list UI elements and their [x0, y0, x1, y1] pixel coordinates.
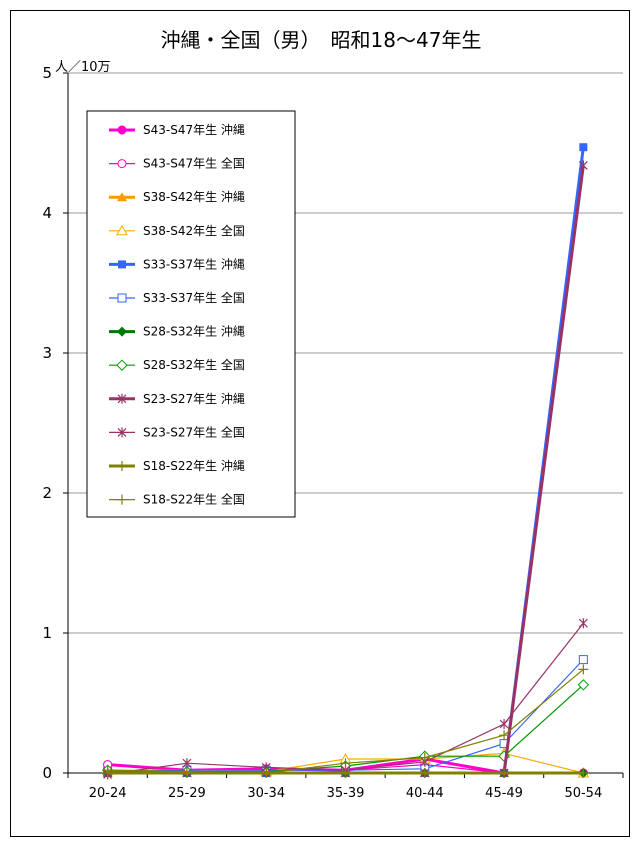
series-layer [101, 143, 590, 780]
legend-label: S23-S27年生 全国 [143, 424, 245, 439]
legend-marker [117, 326, 127, 337]
x-tick-label: 50-54 [564, 786, 602, 801]
legend-marker [116, 224, 128, 236]
y-tick-label: 2 [42, 484, 52, 502]
legend-marker [118, 260, 126, 269]
x-tick-label: 45-49 [485, 786, 523, 801]
series-11 [102, 664, 589, 778]
y-tick-label: 4 [42, 204, 52, 222]
data-point [261, 768, 272, 778]
legend-label: S38-S42年生 沖縄 [143, 189, 245, 204]
x-tick-label: 25-29 [168, 786, 206, 801]
data-point [181, 766, 192, 777]
data-point [499, 768, 510, 778]
y-tick-label: 1 [42, 624, 52, 642]
chart-frame: 0 1 2 3 4 5 20-24 25-29 30-34 35-39 40-44 45-49 50-5… [10, 10, 630, 837]
legend-label: S18-S22年生 全国 [143, 492, 245, 507]
x-tick-label: 20-24 [89, 786, 127, 801]
data-point [419, 768, 430, 778]
y-tick-label: 0 [42, 764, 52, 782]
legend-label: S28-S32年生 全国 [143, 357, 245, 372]
legend-label: S28-S32年生 沖縄 [143, 324, 245, 339]
data-point [578, 160, 588, 171]
legend-label: S18-S22年生 沖縄 [143, 458, 245, 473]
legend-label: S23-S27年生 沖縄 [143, 391, 245, 406]
legend-label: S33-S37年生 沖縄 [143, 256, 245, 271]
legend-label: S33-S37年生 全国 [143, 290, 245, 305]
data-point [499, 719, 509, 729]
data-point [578, 655, 588, 665]
data-point [340, 758, 351, 769]
data-point [577, 679, 590, 691]
legend-label: S43-S47年生 全国 [143, 156, 245, 171]
legend-marker [117, 427, 127, 438]
legend-marker [117, 293, 127, 303]
legend-box [86, 110, 296, 518]
y-tick-label: 3 [42, 344, 52, 362]
data-point [499, 730, 510, 741]
legend-marker [116, 359, 128, 371]
x-tick-label: 35-39 [327, 786, 365, 801]
data-point [102, 765, 113, 776]
y-tick-label: 5 [42, 64, 52, 82]
data-point [579, 143, 588, 152]
legend-marker [117, 159, 127, 169]
legend-marker [117, 393, 127, 404]
legend-label: S43-S47年生 沖縄 [143, 122, 245, 137]
legend-marker [117, 461, 127, 471]
line-chart: 0 1 2 3 4 5 20-24 25-29 30-34 35-39 40-44 45-49 50-5… [42, 28, 624, 801]
x-tick-label: 30-34 [247, 786, 285, 801]
data-point [578, 664, 589, 675]
data-point [419, 752, 430, 763]
legend-marker [117, 125, 127, 135]
data-point [182, 758, 192, 769]
data-point [578, 768, 589, 778]
legend-label: S38-S42年生 全国 [143, 223, 245, 238]
axes: 0 1 2 3 4 5 20-24 25-29 30-34 35-39 40-44 45-49 50-5… [42, 64, 624, 801]
y-axis-label: 人／10万 [55, 60, 111, 75]
x-tick-label: 40-44 [406, 786, 444, 801]
legend-marker [117, 494, 127, 505]
data-point [578, 618, 588, 629]
legend-marker [117, 192, 127, 202]
legend: S43-S47年生 沖縄 S43-S47年生 全国 S38-S42年生 沖縄 S38-… [86, 110, 296, 518]
chart-title: 沖縄・全国（男） 昭和18～47年生 [161, 28, 482, 52]
data-point [340, 768, 351, 778]
